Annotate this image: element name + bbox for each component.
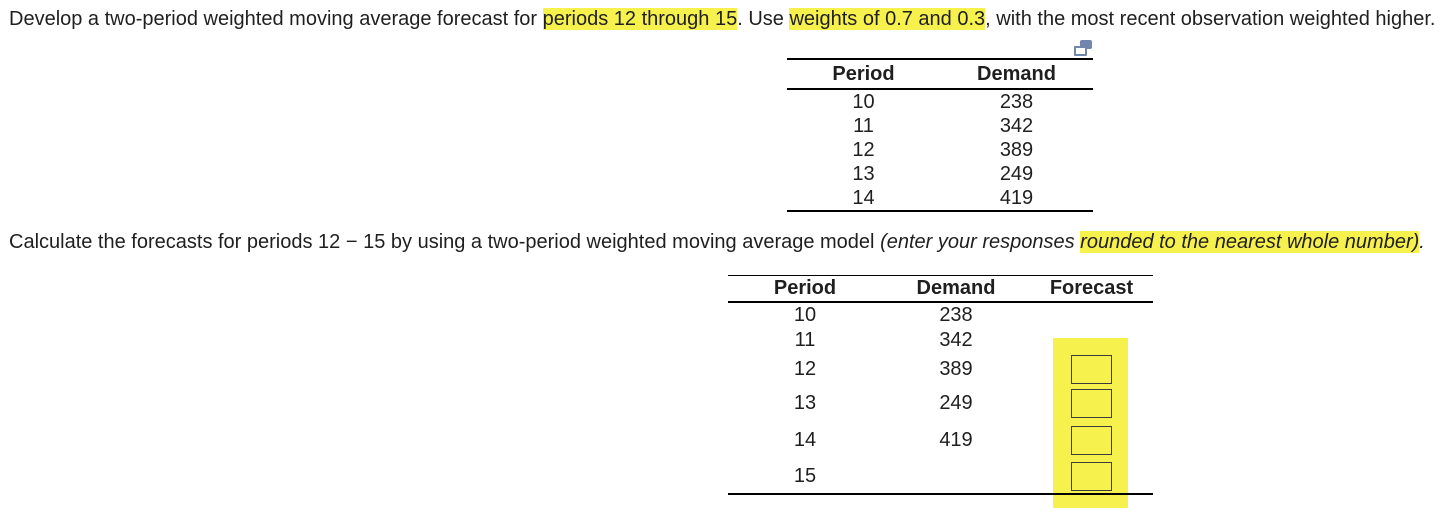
period-cell: 13 [793, 391, 817, 414]
demand-cell: 249 [999, 162, 1034, 185]
instruction-text-1: Calculate the forecasts for periods 12 −… [9, 231, 881, 253]
demand-cell: 249 [939, 391, 973, 414]
forecast-input-period-15[interactable] [1071, 461, 1112, 491]
demand-cell [882, 459, 1030, 494]
demand-cell: 238 [939, 303, 973, 326]
table-row: 10 238 [728, 302, 1153, 327]
period-cell: 15 [793, 464, 817, 487]
demand-cell: 389 [999, 138, 1034, 161]
table-row: 11 342 [728, 327, 1153, 353]
period-cell: 14 [852, 186, 875, 209]
demand-header: Demand [882, 275, 1030, 303]
forecast-cell [1030, 353, 1153, 385]
instruction-end-period: . [1419, 231, 1425, 253]
forecast-cell [1030, 421, 1153, 459]
statement-text-3: , with the most recent observation weigh… [985, 8, 1436, 30]
period-cell: 12 [852, 138, 875, 161]
table-row: 11 342 [787, 114, 1093, 138]
forecast-cell [1030, 385, 1153, 421]
table-row: 12 389 [787, 138, 1093, 162]
instruction-italic-text: (enter your responses [880, 231, 1081, 253]
period-cell: 10 [793, 303, 817, 326]
period-cell: 11 [853, 114, 874, 137]
period-cell: 10 [852, 90, 875, 113]
period-header: Period [787, 59, 940, 90]
forecast-cell [1030, 327, 1153, 353]
forecast-header: Forecast [1030, 275, 1153, 303]
table-header-row: Period Demand [787, 59, 1093, 90]
forecast-input-period-14[interactable] [1071, 425, 1112, 455]
statement-highlight-weights: weights of 0.7 and 0.3 [789, 8, 986, 30]
instruction-highlight-rounding: rounded to the nearest whole number) [1080, 231, 1420, 253]
forecast-answer-table: Period Demand Forecast 10 238 11 342 12 … [728, 275, 1153, 495]
copy-question-icon[interactable] [1074, 40, 1092, 56]
calculation-instruction: Calculate the forecasts for periods 12 −… [9, 230, 1425, 254]
copy-question-icon-front-window [1074, 46, 1087, 56]
statement-highlight-periods: periods 12 through 15 [542, 8, 738, 30]
demand-header: Demand [940, 59, 1093, 90]
statement-text-1: Develop a two-period weighted moving ave… [9, 8, 543, 30]
table-row: 13 249 [787, 162, 1093, 186]
demand-cell: 342 [999, 114, 1034, 137]
period-cell: 11 [794, 328, 816, 351]
demand-cell: 419 [939, 428, 973, 451]
demand-cell: 238 [999, 90, 1034, 113]
demand-cell: 342 [939, 328, 973, 351]
table-row: 13 249 [728, 385, 1153, 421]
table-row: 15 [728, 459, 1153, 494]
forecast-input-period-13[interactable] [1071, 388, 1112, 418]
period-cell: 13 [852, 162, 875, 185]
table-row: 12 389 [728, 353, 1153, 385]
table-header-row: Period Demand Forecast [728, 275, 1153, 303]
demand-cell: 389 [939, 357, 973, 380]
demand-cell: 419 [999, 186, 1034, 209]
statement-text-2: . Use [737, 8, 790, 30]
period-cell: 14 [793, 428, 817, 451]
copy-question-icon-back-window [1080, 40, 1092, 49]
forecast-cell [1030, 459, 1153, 494]
demand-history-table: Period Demand 10 238 11 342 12 389 13 24… [787, 58, 1093, 212]
period-header: Period [728, 275, 882, 303]
table-row: 14 419 [728, 421, 1153, 459]
forecast-input-period-12[interactable] [1071, 354, 1112, 384]
table-row: 14 419 [787, 186, 1093, 211]
forecast-cell [1030, 302, 1153, 327]
table-row: 10 238 [787, 89, 1093, 114]
problem-statement: Develop a two-period weighted moving ave… [9, 7, 1435, 31]
period-cell: 12 [793, 357, 817, 380]
